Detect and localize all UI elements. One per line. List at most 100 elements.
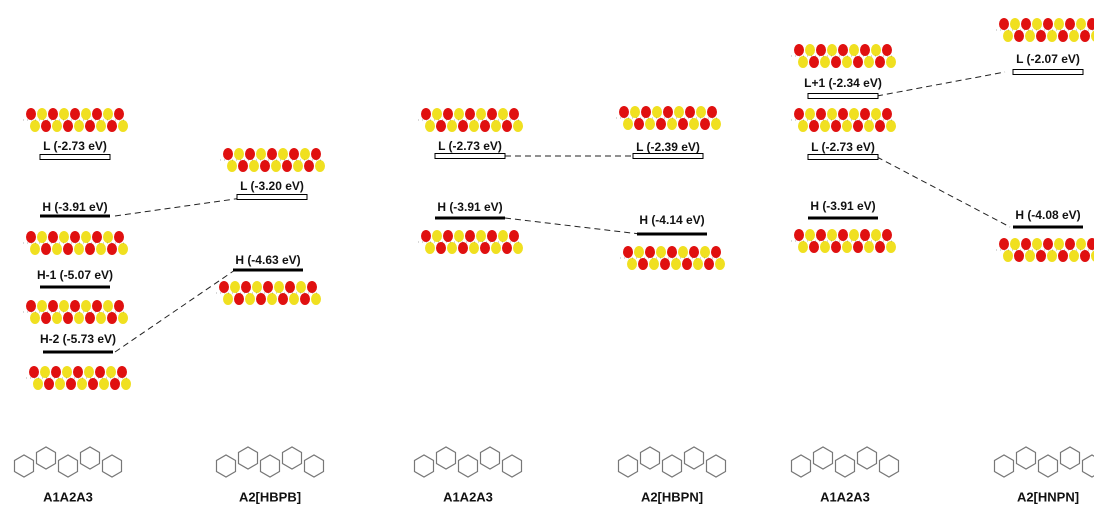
lobe [707, 106, 717, 118]
lobe [223, 148, 233, 160]
lobe [509, 108, 519, 120]
molecule-name: A1A2A3 [820, 489, 870, 504]
orbital-lobes [620, 246, 725, 270]
lobe [480, 242, 490, 254]
lobe [513, 120, 523, 132]
lobe [794, 44, 804, 56]
lobe [809, 120, 819, 132]
level-label: L (-2.39 eV) [636, 140, 700, 154]
ring [457, 454, 479, 478]
lobe [502, 120, 512, 132]
lobe [74, 120, 84, 132]
lobe [696, 106, 706, 118]
ring [790, 454, 812, 478]
lobe [110, 378, 120, 390]
lobe [118, 243, 128, 255]
molecule-skeleton [215, 446, 325, 478]
lobe [95, 366, 105, 378]
lobe [41, 243, 51, 255]
lobe [59, 300, 69, 312]
level-label: H (-3.91 eV) [437, 200, 502, 214]
lobe [1036, 30, 1046, 42]
lobe [96, 243, 106, 255]
lobe [838, 229, 848, 241]
lobe [827, 44, 837, 56]
lobe [66, 378, 76, 390]
lobe [886, 120, 896, 132]
ring [812, 446, 834, 470]
ring [215, 454, 237, 478]
ring [1059, 446, 1081, 470]
orbital-lobes [418, 230, 523, 254]
lobe [114, 231, 124, 243]
orbital-lobes [791, 108, 896, 132]
lobe [63, 312, 73, 324]
lobe [29, 366, 39, 378]
lobe [85, 312, 95, 324]
ring [413, 454, 435, 478]
lobe [480, 120, 490, 132]
lobe [1025, 250, 1035, 262]
lobe [623, 118, 633, 130]
lobe [74, 243, 84, 255]
ring [617, 454, 639, 478]
lobe [1076, 18, 1086, 30]
ring [101, 454, 123, 478]
molecule-skeleton [790, 446, 900, 478]
lobe [1032, 238, 1042, 250]
lobe [849, 44, 859, 56]
lobe [274, 281, 284, 293]
lobe [469, 120, 479, 132]
ring [501, 454, 523, 478]
lobe [289, 148, 299, 160]
lobe [465, 108, 475, 120]
lobe [798, 241, 808, 253]
lobe [798, 120, 808, 132]
lobe [263, 281, 273, 293]
lobe [820, 241, 830, 253]
lobe [487, 230, 497, 242]
lobe [436, 120, 446, 132]
molecule-name: A2[HNPN] [1017, 489, 1079, 504]
ring [1081, 454, 1094, 478]
lobe [311, 293, 321, 305]
lobe [230, 281, 240, 293]
orbital-lobes [23, 231, 128, 255]
ring [479, 446, 501, 470]
lobe [52, 120, 62, 132]
lobe [809, 56, 819, 68]
lobe [886, 56, 896, 68]
lobe [241, 281, 251, 293]
lobe [469, 242, 479, 254]
lobe [1069, 250, 1079, 262]
lobe [831, 241, 841, 253]
lobe [805, 229, 815, 241]
lobe [882, 229, 892, 241]
lobe [37, 108, 47, 120]
lobe [1032, 18, 1042, 30]
lobe [871, 108, 881, 120]
lobe [1021, 18, 1031, 30]
lobe [816, 229, 826, 241]
lobe [820, 56, 830, 68]
lobe [267, 148, 277, 160]
orbital-lobes [26, 366, 131, 390]
lobe [282, 160, 292, 172]
lobe [853, 120, 863, 132]
lobe [432, 230, 442, 242]
lobe [85, 243, 95, 255]
level-label: L (-3.20 eV) [240, 179, 304, 193]
lobe [689, 246, 699, 258]
lobe [656, 246, 666, 258]
ring [878, 454, 900, 478]
lobe [307, 281, 317, 293]
lobe [63, 120, 73, 132]
level-label: L (-2.07 eV) [1016, 52, 1080, 66]
lobe [40, 366, 50, 378]
orbital-lobes [418, 108, 523, 132]
lobe [84, 366, 94, 378]
lobe [1010, 238, 1020, 250]
lobe [118, 312, 128, 324]
lobe [689, 118, 699, 130]
lobe [421, 230, 431, 242]
